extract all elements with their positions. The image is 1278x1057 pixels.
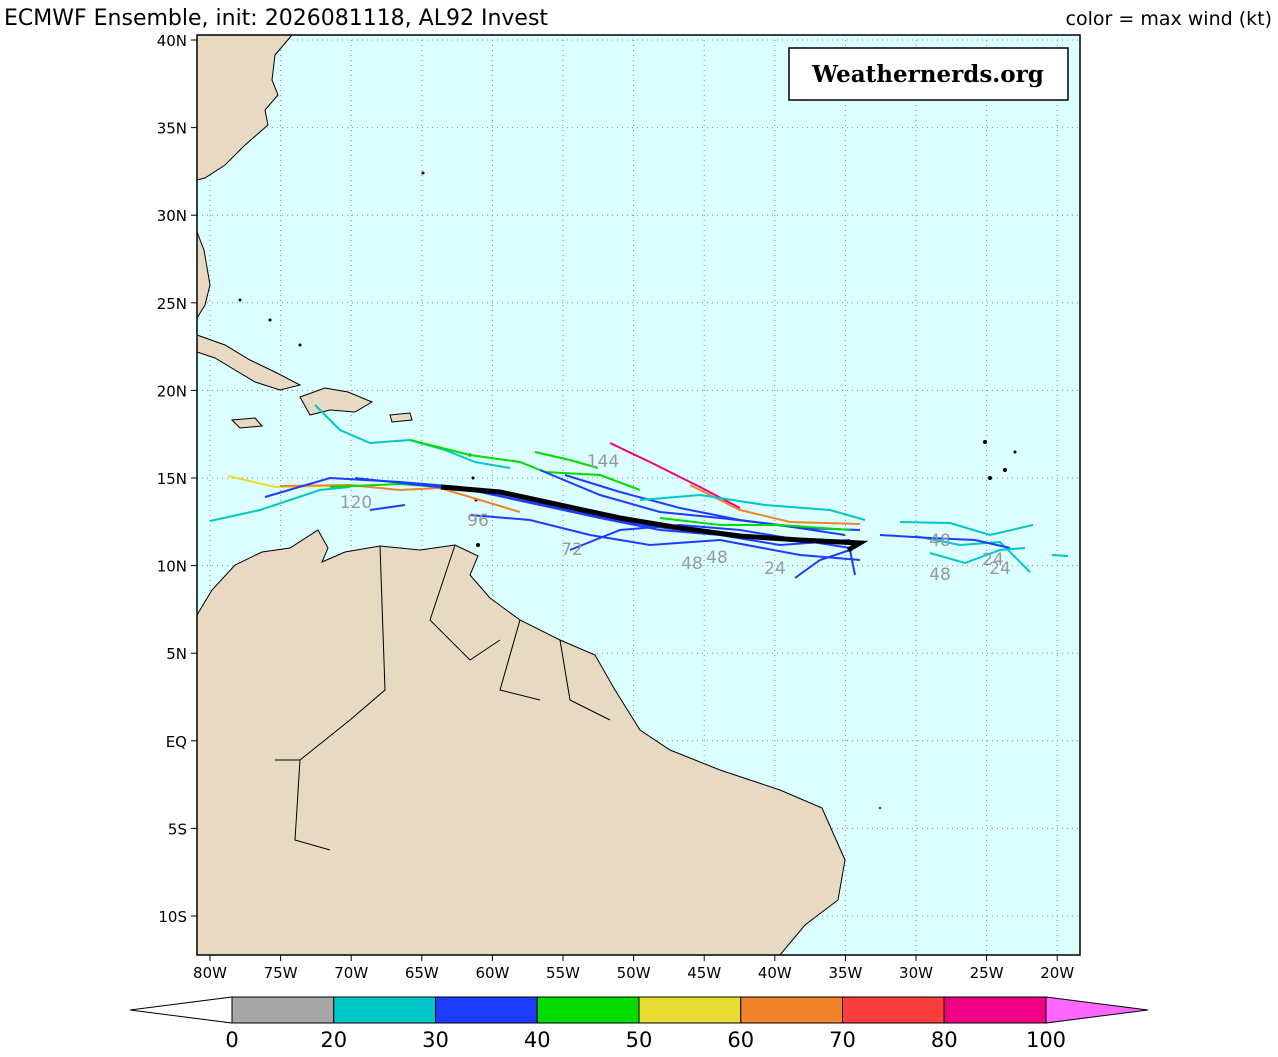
- colorbar-box: [740, 996, 843, 1024]
- colorbar-box: [435, 996, 538, 1024]
- lon-tick-label: 40W: [758, 964, 792, 982]
- track: [929, 547, 1026, 565]
- borders: [275, 544, 611, 851]
- lon-tick-label: 80W: [193, 964, 227, 982]
- track: [279, 483, 521, 513]
- forecast-hour-label: 48: [929, 565, 951, 585]
- forecast-hour-label: 24: [989, 559, 1011, 579]
- colorbar-label: 70: [829, 1028, 856, 1052]
- lat-tick-label: 35N: [157, 120, 187, 138]
- plot-frame: [196, 34, 1081, 956]
- forecast-hour-label: 24: [982, 550, 1004, 570]
- track: [354, 477, 851, 547]
- colorbar-box: [842, 996, 945, 1024]
- forecast-hour-label: 48: [929, 531, 951, 551]
- land-north-america: [196, 34, 294, 181]
- track: [914, 535, 1031, 573]
- colorbar-box: [231, 996, 335, 1024]
- land-puerto-rico: [389, 412, 413, 423]
- forecast-hour-label: 120: [340, 493, 372, 513]
- lon-tick-label: 75W: [264, 964, 298, 982]
- lon-tick-label: 30W: [899, 964, 933, 982]
- track: [794, 548, 856, 579]
- forecast-hour-label: 48: [681, 554, 703, 574]
- track: [409, 439, 641, 491]
- track: [1051, 554, 1069, 557]
- colorbar-box: [333, 996, 436, 1024]
- track: [879, 534, 1011, 549]
- colorbar-label: 20: [320, 1028, 347, 1052]
- watermark: Weathernerds.org: [811, 61, 1044, 88]
- colorbar-box: [943, 996, 1047, 1024]
- watermark-box: [788, 47, 1069, 101]
- forecast-hour-label: 144: [587, 452, 619, 472]
- forecast-hour-label: 96: [467, 511, 489, 531]
- colorbar-label: 50: [626, 1028, 653, 1052]
- lon-tick-label: 35W: [828, 964, 862, 982]
- lon-tick-label: 25W: [970, 964, 1004, 982]
- track: [534, 451, 599, 469]
- title: ECMWF Ensemble, init: 2026081118, AL92 I…: [4, 6, 548, 31]
- lat-tick-label: 10S: [158, 908, 187, 926]
- land-cuba: [196, 334, 302, 391]
- lon-tick-label: 55W: [546, 964, 580, 982]
- colorbar-label: 40: [524, 1028, 551, 1052]
- track: [659, 517, 851, 531]
- lon-tick-label: 50W: [617, 964, 651, 982]
- track: [899, 521, 1034, 537]
- land-south-america: [196, 529, 846, 956]
- colorbar-over: [1045, 996, 1149, 1024]
- lat-tick-label: 5S: [168, 820, 187, 838]
- forecast-hour-label: 72: [561, 540, 583, 560]
- colorbar-label: 80: [931, 1028, 958, 1052]
- colorbar-label: 30: [422, 1028, 449, 1052]
- lon-tick-label: 65W: [405, 964, 439, 982]
- lat-tick-label: 30N: [157, 207, 187, 225]
- legend-note: color = max wind (kt): [1066, 8, 1272, 30]
- track: [564, 474, 861, 531]
- track: [209, 486, 351, 522]
- track: [469, 514, 861, 561]
- colorbar-label: 60: [727, 1028, 754, 1052]
- colorbar-box: [638, 996, 742, 1024]
- land-jamaica: [230, 417, 264, 429]
- forecast-hour-label: 48: [706, 548, 728, 568]
- lat-tick-label: EQ: [166, 733, 187, 751]
- lon-tick-label: 60W: [475, 964, 509, 982]
- colorbar-under: [129, 996, 233, 1024]
- lat-tick-label: 25N: [157, 295, 187, 313]
- lat-tick-label: 20N: [157, 382, 187, 400]
- ensemble-mean-track: [440, 484, 869, 553]
- colorbar-box: [536, 996, 640, 1024]
- lat-tick-label: 40N: [157, 32, 187, 50]
- track: [639, 493, 866, 521]
- colorbar-label: 0: [225, 1028, 238, 1052]
- track: [369, 504, 406, 511]
- lat-tick-label: 15N: [157, 470, 187, 488]
- lon-tick-label: 70W: [334, 964, 368, 982]
- forecast-hour-label: 24: [764, 559, 786, 579]
- lat-tick-label: 5N: [166, 645, 187, 663]
- colorbar-label: 100: [1026, 1028, 1066, 1052]
- colorbar: 0 20 30 40 50 60 70 80 100: [129, 996, 1149, 1052]
- ensemble-tracks: [209, 404, 1069, 579]
- lon-tick-label: 20W: [1040, 964, 1074, 982]
- axes: 80W 75W 70W 65W 60W 55W 50W 45W 40W 35W 30W 25W 20W 4…: [157, 32, 1075, 982]
- lat-tick-label: 10N: [157, 558, 187, 576]
- lon-tick-label: 45W: [687, 964, 721, 982]
